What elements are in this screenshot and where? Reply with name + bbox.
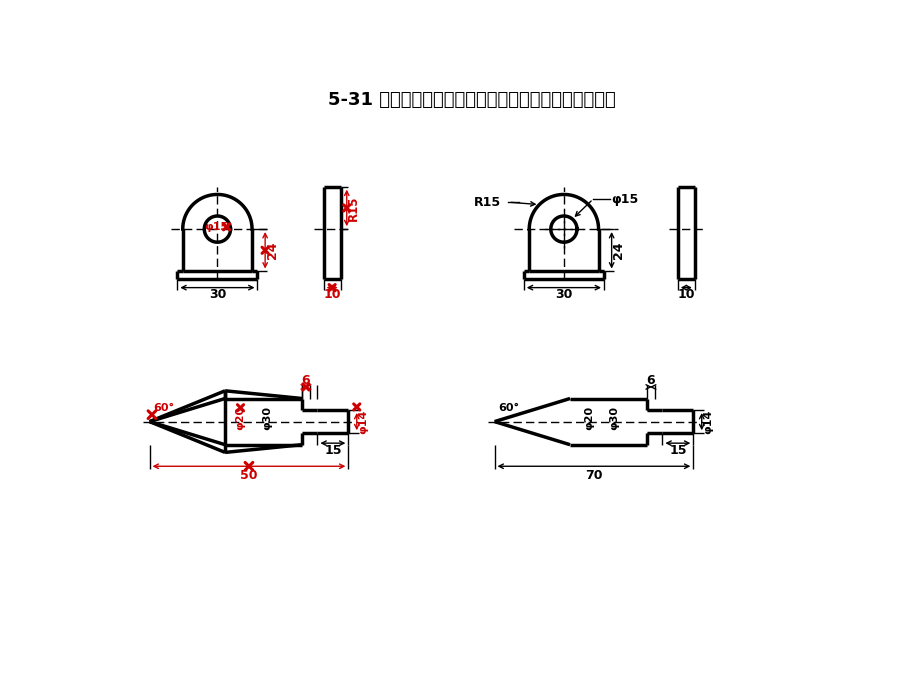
Text: 60°: 60°	[153, 403, 175, 413]
Text: 10: 10	[323, 288, 341, 301]
Text: R15: R15	[473, 196, 500, 208]
Text: 24: 24	[611, 241, 624, 259]
Text: φ20: φ20	[584, 406, 594, 430]
Text: 50: 50	[240, 469, 257, 482]
Text: 30: 30	[554, 288, 572, 301]
Text: φ30: φ30	[609, 406, 619, 430]
Text: φ30: φ30	[262, 406, 272, 430]
Text: φ14: φ14	[703, 409, 713, 434]
Text: φ15: φ15	[204, 221, 228, 232]
Text: φ15: φ15	[611, 193, 638, 206]
Text: 6: 6	[301, 373, 310, 386]
Text: 6: 6	[646, 373, 654, 386]
Text: 60°: 60°	[498, 403, 519, 413]
Text: 15: 15	[323, 444, 341, 457]
Text: 30: 30	[209, 288, 226, 301]
Text: R15: R15	[346, 195, 360, 221]
Text: 24: 24	[266, 241, 278, 259]
Text: 5-31 找出图中尺寸注法的错误，并在右图上正确标注。: 5-31 找出图中尺寸注法的错误，并在右图上正确标注。	[327, 91, 615, 109]
Text: 70: 70	[584, 469, 602, 482]
Text: φ20: φ20	[235, 406, 245, 430]
Text: 15: 15	[668, 444, 686, 457]
Text: φ14: φ14	[358, 409, 369, 434]
Text: 10: 10	[676, 288, 695, 301]
